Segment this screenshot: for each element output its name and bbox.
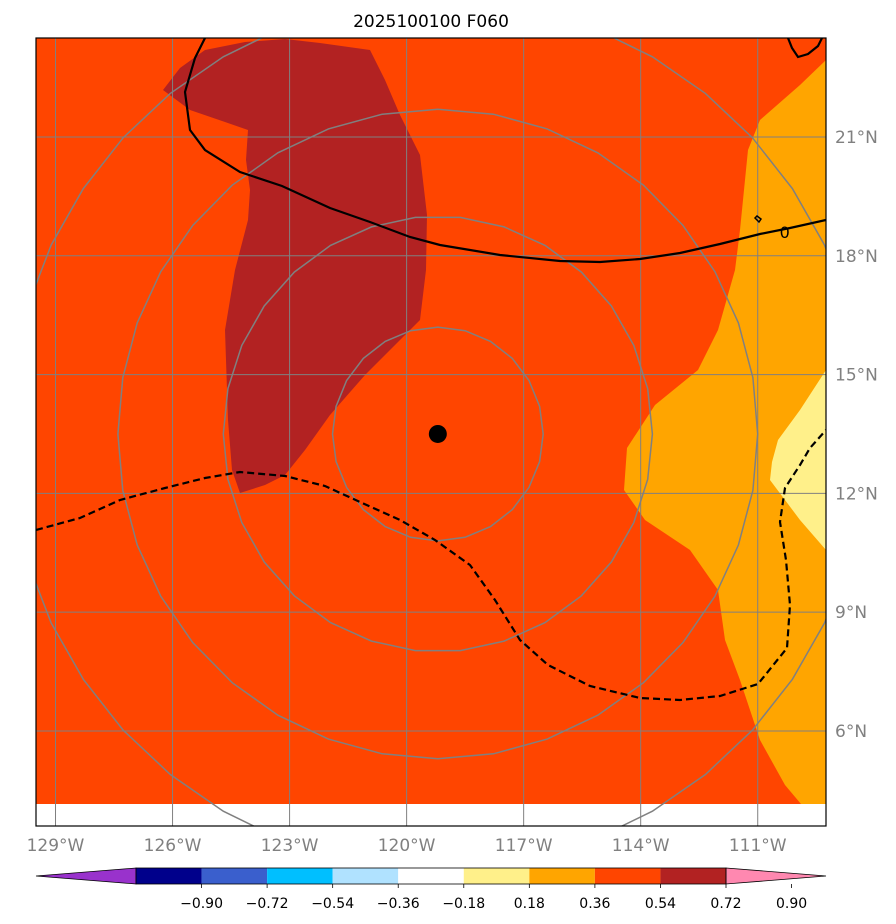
lon-label-2: 123°W: [261, 836, 319, 856]
field-region-mid: [624, 60, 826, 804]
lon-label-6: 111°W: [729, 836, 787, 856]
contour-zero-solid: [183, 38, 826, 264]
contour-label-zero: 0: [780, 223, 790, 242]
colorbar-label-7: 0.54: [645, 896, 676, 912]
colorbar-swatch-8: [660, 868, 726, 884]
colorbar-swatch-7: [594, 868, 661, 884]
colorbar-extend-low: [35, 867, 137, 885]
contour-small-loop: [753, 215, 763, 224]
chart-title: 2025100100 F060: [353, 12, 509, 32]
colorbar-label-9: 0.90: [776, 896, 807, 912]
range-ring-0: [331, 326, 544, 542]
lat-label-4: 18°N: [835, 247, 878, 267]
lat-label-1: 9°N: [835, 603, 867, 623]
colorbar-label-2: −0.54: [311, 896, 354, 912]
field-region-low: [770, 370, 826, 550]
range-ring-1: [222, 216, 654, 652]
lon-label-5: 114°W: [612, 836, 670, 856]
range-ring-3: [36, 38, 826, 826]
lon-label-4: 117°W: [495, 836, 553, 856]
colorbar-swatch-6: [529, 868, 595, 884]
colorbar-frame: [135, 867, 727, 885]
range-rings: [36, 38, 826, 826]
colorbar-label-4: −0.18: [442, 896, 485, 912]
lat-label-2: 12°N: [835, 484, 878, 504]
latitude-labels: 6°N 9°N 12°N 15°N 18°N 21°N: [835, 128, 878, 742]
colorbar-label-6: 0.36: [579, 896, 610, 912]
colorbar-swatch-5: [463, 868, 530, 884]
colorbar-swatch-2: [267, 868, 333, 884]
contour-dashed: [36, 429, 826, 702]
map-frame: [35, 37, 827, 827]
storm-center-marker: [428, 424, 447, 443]
colorbar-label-1: −0.72: [246, 896, 289, 912]
colorbar-label-5: 0.18: [514, 896, 545, 912]
range-ring-2: [117, 108, 759, 760]
colorbar-label-8: 0.72: [710, 896, 741, 912]
field-region-high: [163, 39, 427, 493]
lon-label-0: 129°W: [27, 836, 85, 856]
lat-label-0: 6°N: [835, 722, 867, 742]
colorbar-extend-high: [725, 867, 827, 885]
lat-label-5: 21°N: [835, 128, 878, 148]
colorbar-swatch-3: [332, 868, 399, 884]
colorbar: −0.90 −0.72 −0.54 −0.36 −0.18 0.18 0.36 0.54 0.7…: [35, 867, 827, 912]
colorbar-label-3: −0.36: [377, 896, 420, 912]
lon-label-1: 126°W: [144, 836, 202, 856]
map-bottom-band: [36, 804, 826, 826]
lon-label-3: 120°W: [378, 836, 436, 856]
colorbar-label-0: −0.90: [180, 896, 223, 912]
colorbar-swatch-4: [398, 868, 464, 884]
longitude-labels: 129°W 126°W 123°W 120°W 117°W 114°W 111°W: [27, 836, 787, 856]
colorbar-swatch-0: [136, 868, 202, 884]
contour-solid-corner: [786, 38, 823, 59]
lat-label-3: 15°N: [835, 366, 878, 386]
colorbar-swatch-1: [201, 868, 268, 884]
map-area: 0: [36, 38, 826, 826]
